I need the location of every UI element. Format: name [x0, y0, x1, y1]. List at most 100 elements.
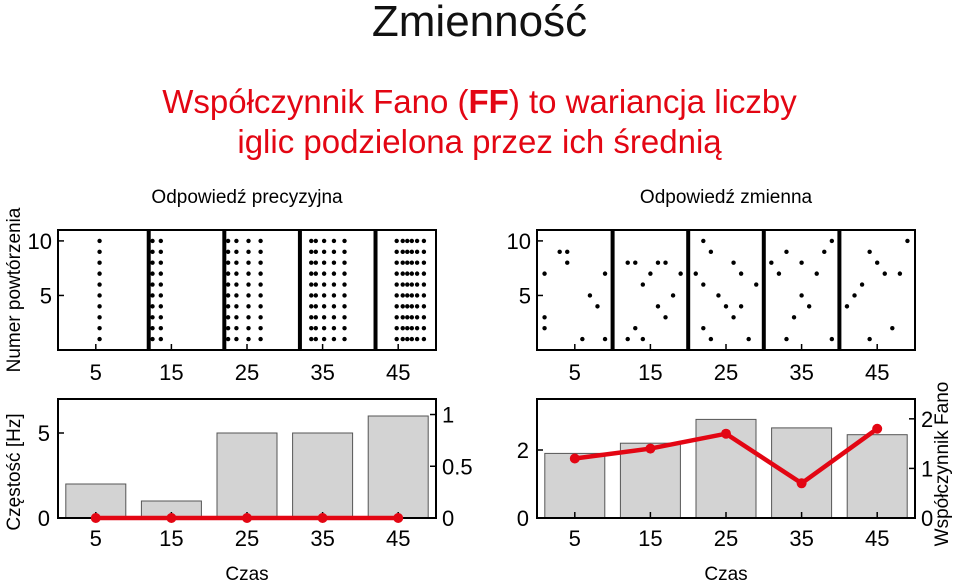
spike	[313, 336, 318, 342]
spike	[321, 315, 327, 320]
spike	[394, 304, 399, 309]
spike	[309, 282, 314, 287]
spike	[633, 260, 638, 265]
subtitle-bold: FF	[468, 83, 509, 120]
spike	[258, 293, 263, 298]
x-axis-label: Czas	[704, 564, 747, 584]
spike	[158, 282, 164, 287]
spike	[342, 271, 347, 276]
spike	[829, 238, 835, 244]
spike	[414, 325, 420, 331]
spike	[331, 249, 337, 255]
spike	[806, 304, 812, 309]
spike	[246, 293, 251, 298]
fano-tick-label: 0.5	[442, 454, 473, 479]
rate-bar	[771, 427, 833, 519]
spike	[158, 249, 164, 255]
spike	[602, 336, 608, 342]
spike	[405, 238, 410, 244]
spike	[852, 293, 857, 298]
y-tick-label: 10	[28, 229, 52, 254]
spike	[648, 271, 653, 276]
spike	[405, 315, 410, 320]
left-raster-ylabel: Numer powtórzenia	[4, 207, 25, 372]
spike	[400, 260, 405, 265]
subtitle-line-2: iglic podzielona przez ich średnią	[237, 123, 722, 160]
x-tick-label: 5	[569, 360, 581, 385]
spike	[421, 315, 427, 320]
spike	[309, 271, 314, 276]
spike	[414, 249, 420, 255]
spike	[225, 304, 231, 309]
spike	[663, 315, 668, 320]
spike	[313, 238, 318, 244]
spike	[557, 249, 562, 255]
spike	[225, 249, 231, 255]
rate-bar	[292, 432, 354, 519]
x-tick-label: 15	[159, 526, 183, 551]
spike	[414, 282, 420, 287]
spike	[321, 293, 327, 298]
spike	[342, 336, 347, 342]
raster-title: Odpowiedź zmienna	[640, 187, 813, 208]
spike	[331, 293, 337, 298]
spike	[394, 271, 399, 276]
spike	[405, 336, 410, 342]
spike	[258, 260, 263, 265]
spike	[859, 282, 865, 287]
spike	[321, 238, 327, 244]
spike	[158, 304, 164, 309]
spike	[400, 293, 405, 298]
spike	[394, 315, 399, 320]
spike	[321, 282, 327, 287]
spike	[738, 271, 744, 276]
fano-point	[872, 423, 883, 434]
x-tick-label: 45	[386, 526, 410, 551]
spike	[331, 238, 337, 244]
spike	[394, 238, 399, 244]
spike	[409, 260, 415, 265]
spike	[708, 249, 714, 255]
spike	[234, 304, 239, 309]
spike	[258, 249, 263, 255]
subtitle-post: ) to wariancja liczby	[508, 83, 797, 120]
spike	[640, 336, 646, 342]
spike	[150, 315, 155, 320]
spike	[97, 249, 102, 255]
spike	[97, 293, 102, 298]
spike	[400, 325, 405, 331]
y-tick-label: 10	[507, 229, 531, 254]
x-tick-label: 35	[789, 526, 813, 551]
spike	[246, 304, 251, 309]
x-tick-label: 25	[714, 360, 738, 385]
x-tick-label: 25	[235, 526, 259, 551]
spike	[158, 238, 164, 244]
spike	[309, 260, 314, 265]
spike	[331, 282, 337, 287]
spike	[394, 260, 399, 265]
spike	[150, 304, 155, 309]
spike	[246, 325, 251, 331]
spike	[409, 293, 415, 298]
spike	[409, 282, 415, 287]
spike	[701, 325, 706, 331]
spike	[313, 304, 318, 309]
spike	[678, 271, 683, 276]
x-tick-label: 15	[638, 526, 662, 551]
spike	[625, 260, 630, 265]
spike	[890, 325, 895, 331]
fano-point	[796, 478, 807, 489]
spike	[309, 336, 314, 342]
fano-point	[242, 513, 252, 523]
spike	[158, 336, 164, 342]
spike	[400, 282, 405, 287]
spike	[867, 249, 872, 255]
fano-point	[569, 453, 580, 464]
spike	[799, 293, 804, 298]
x-tick-label: 5	[90, 526, 102, 551]
spike	[234, 282, 239, 287]
spike	[421, 271, 427, 276]
spike	[313, 249, 318, 255]
spike	[246, 336, 251, 342]
